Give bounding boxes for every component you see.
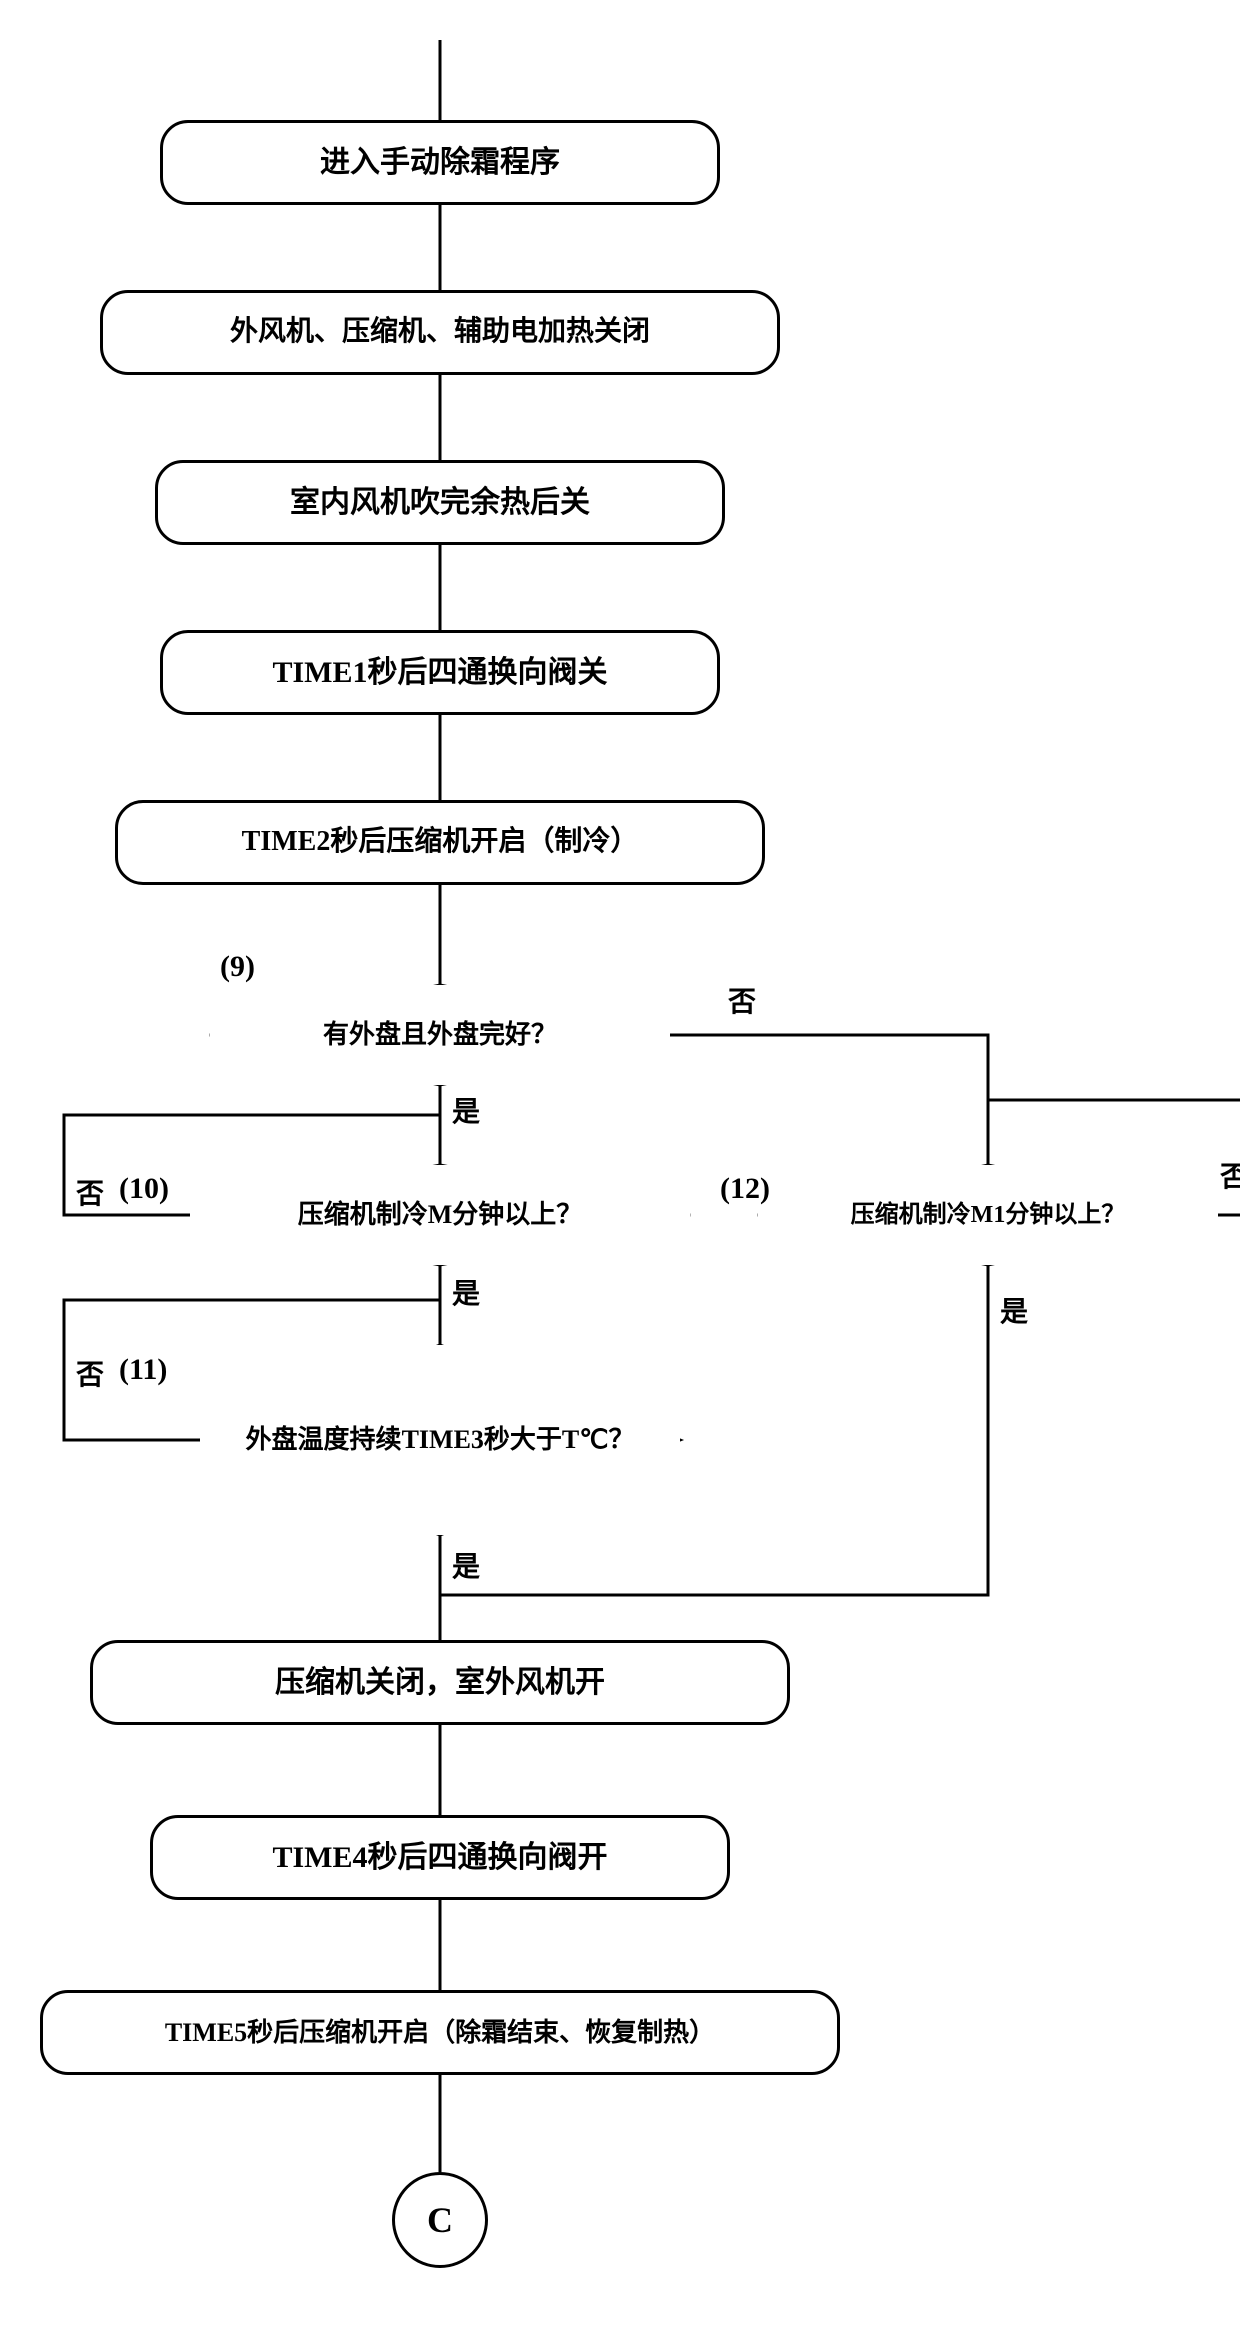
process-b2: 外风机、压缩机、辅助电加热关闭 [100, 290, 780, 375]
process-b7: TIME4秒后四通换向阀开 [150, 1815, 730, 1900]
decision-d9: 有外盘且外盘完好？ [210, 985, 670, 1085]
flowchart-canvas: 进入手动除霜程序外风机、压缩机、辅助电加热关闭室内风机吹完余热后关 TIME1秒后… [20, 20, 1240, 2324]
label-no10: 否 [76, 1172, 104, 1212]
label-no9: 否 [728, 980, 756, 1020]
process-b1: 进入手动除霜程序 [160, 120, 720, 205]
label-yes9: 是 [452, 1090, 480, 1130]
process-b6: 压缩机关闭，室外风机开 [90, 1640, 790, 1725]
label-yes10: 是 [452, 1272, 480, 1312]
label-yes11: 是 [452, 1545, 480, 1585]
process-b8: TIME5秒后压缩机开启（除霜结束、恢复制热） [40, 1990, 840, 2075]
label-n9: (9) [220, 950, 255, 984]
label-n10: (10) [119, 1172, 169, 1206]
decision-d12: 压缩机制冷M1分钟以上？ [758, 1165, 1218, 1265]
label-no12: 否 [1220, 1155, 1240, 1195]
label-n12: (12) [720, 1172, 770, 1206]
process-b4: TIME1秒后四通换向阀关 [160, 630, 720, 715]
label-no11: 否 [76, 1353, 104, 1393]
decision-d11: 外盘温度持续TIME3秒大于T℃？ [200, 1345, 680, 1535]
connector-circle: C [392, 2172, 488, 2268]
label-n11: (11) [119, 1353, 167, 1387]
process-b5: TIME2秒后压缩机开启（制冷） [115, 800, 765, 885]
label-yes12: 是 [1000, 1290, 1028, 1330]
process-b3: 室内风机吹完余热后关 [155, 460, 725, 545]
decision-d10: 压缩机制冷M分钟以上？ [190, 1165, 690, 1265]
